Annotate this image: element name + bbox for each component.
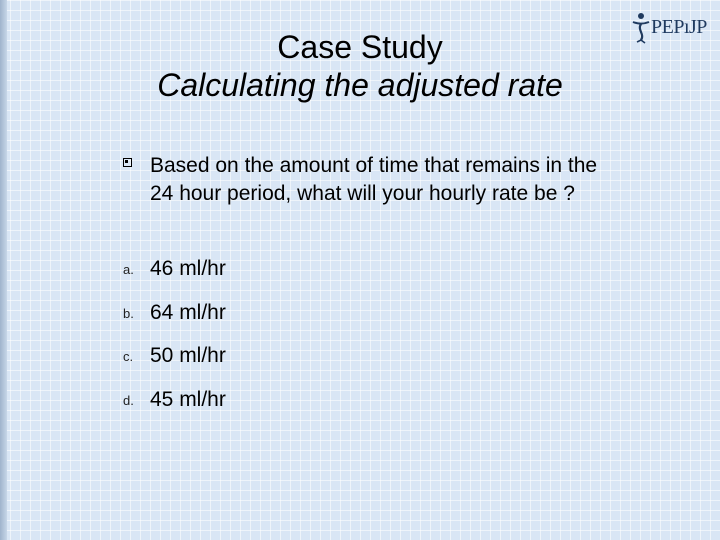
logo: PEPıJP <box>630 12 710 46</box>
option-text: 64 ml/hr <box>150 301 226 324</box>
option-b[interactable]: b. 64 ml/hr <box>123 299 423 327</box>
option-c[interactable]: c. 50 ml/hr <box>123 342 423 370</box>
figure-logo-icon <box>632 13 650 44</box>
question-text: Based on the amount of time that remains… <box>150 154 598 205</box>
title-line-1: Case Study <box>277 29 443 65</box>
left-edge-bar <box>0 0 7 540</box>
option-text: 46 ml/hr <box>150 257 226 280</box>
option-text: 50 ml/hr <box>150 344 226 367</box>
option-a[interactable]: a. 46 ml/hr <box>123 255 423 283</box>
option-text: 45 ml/hr <box>150 388 226 411</box>
option-letter: d. <box>123 393 134 408</box>
square-bullet-icon <box>123 158 132 167</box>
logo-text: PEPıJP <box>651 16 707 38</box>
option-letter: b. <box>123 306 134 321</box>
question-bullet: Based on the amount of time that remains… <box>123 152 613 208</box>
option-letter: a. <box>123 262 134 277</box>
option-d[interactable]: d. 45 ml/hr <box>123 386 423 414</box>
title-line-2: Calculating the adjusted rate <box>157 67 563 103</box>
option-letter: c. <box>123 349 134 364</box>
slide-title: Case Study Calculating the adjusted rate <box>60 28 660 104</box>
